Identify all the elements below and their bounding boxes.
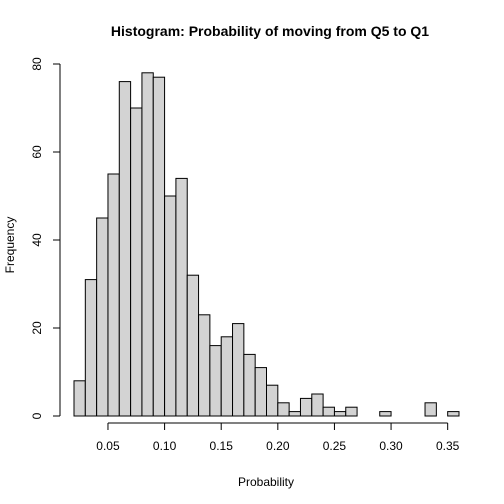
- y-axis: 0 20 40 60 80: [30, 57, 61, 419]
- y-tick-label: 0: [30, 412, 44, 419]
- y-axis-label: Frequency: [3, 217, 17, 274]
- x-tick-label: 0.05: [96, 439, 120, 453]
- x-tick-label: 0.35: [436, 439, 460, 453]
- y-tick-label: 80: [30, 57, 44, 71]
- histogram-bar: [84, 279, 98, 417]
- histogram-bar: [232, 323, 245, 417]
- x-tick-label: 0.20: [266, 439, 290, 453]
- histogram-bar: [333, 411, 347, 417]
- histogram-bar: [345, 406, 358, 417]
- y-tick-label: 60: [30, 145, 44, 159]
- histogram-bar: [266, 384, 279, 417]
- histogram-bar: [447, 411, 460, 417]
- x-tick-label: 0.25: [323, 439, 347, 453]
- histogram-bar: [209, 345, 222, 417]
- histogram-bar: [164, 195, 177, 417]
- histogram-bar: [186, 274, 200, 417]
- histogram-bar: [152, 76, 166, 417]
- histogram-bar: [277, 402, 290, 417]
- histogram-bar: [73, 380, 86, 417]
- histogram-bar: [198, 314, 211, 417]
- bars-group: [73, 72, 460, 417]
- histogram-bar: [243, 353, 256, 417]
- histogram-bar: [175, 177, 188, 417]
- x-tick-label: 0.10: [153, 439, 177, 453]
- x-axis: 0.05 0.10 0.15 0.20 0.25 0.30 0.35: [96, 422, 460, 453]
- histogram-bar: [322, 406, 335, 417]
- histogram-bar: [118, 81, 132, 417]
- histogram-bar: [96, 217, 109, 417]
- histogram-bar: [299, 397, 313, 417]
- histogram-bar: [130, 107, 143, 417]
- histogram-bar: [379, 411, 392, 417]
- histogram-bar: [107, 173, 120, 417]
- histogram-bar: [141, 72, 154, 417]
- x-axis-label: Probability: [238, 475, 294, 489]
- x-tick-label: 0.30: [379, 439, 403, 453]
- x-tick-label: 0.15: [210, 439, 234, 453]
- histogram-bar: [220, 336, 234, 417]
- y-tick-label: 20: [30, 321, 44, 335]
- chart-title: Histogram: Probability of moving from Q5…: [111, 23, 429, 39]
- histogram-bar: [288, 411, 301, 417]
- histogram-bar: [254, 367, 267, 417]
- histogram-bar: [424, 402, 437, 417]
- y-tick-label: 40: [30, 233, 44, 247]
- histogram-bar: [311, 393, 324, 417]
